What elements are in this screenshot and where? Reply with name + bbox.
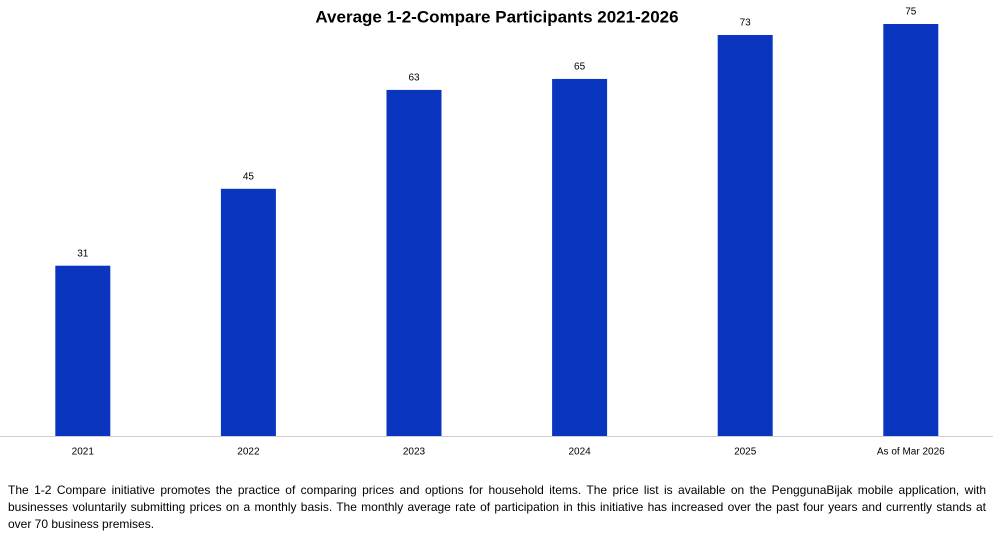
caption: The 1-2 Compare initiative promotes the … (8, 483, 986, 531)
bar (386, 89, 442, 437)
x-tick-label: 2025 (734, 447, 757, 458)
x-tick-label: 2024 (568, 447, 591, 458)
bar (883, 24, 939, 436)
x-tick-label: 2022 (237, 447, 260, 458)
bar (717, 34, 773, 437)
x-tick-label: As of Mar 2026 (877, 447, 945, 458)
bar (55, 265, 111, 436)
chart-title: Average 1-2-Compare Participants 2021-20… (315, 7, 678, 26)
bar (220, 188, 276, 436)
data-label: 73 (740, 18, 752, 29)
chart: Average 1-2-Compare Participants 2021-20… (0, 7, 993, 458)
data-label: 45 (243, 171, 255, 182)
x-tick-label: 2023 (403, 447, 426, 458)
data-label: 65 (574, 62, 586, 73)
bar (552, 78, 608, 436)
data-label: 63 (408, 73, 420, 84)
data-label: 75 (905, 7, 917, 18)
x-tick-label: 2021 (72, 447, 95, 458)
data-label: 31 (77, 248, 89, 259)
